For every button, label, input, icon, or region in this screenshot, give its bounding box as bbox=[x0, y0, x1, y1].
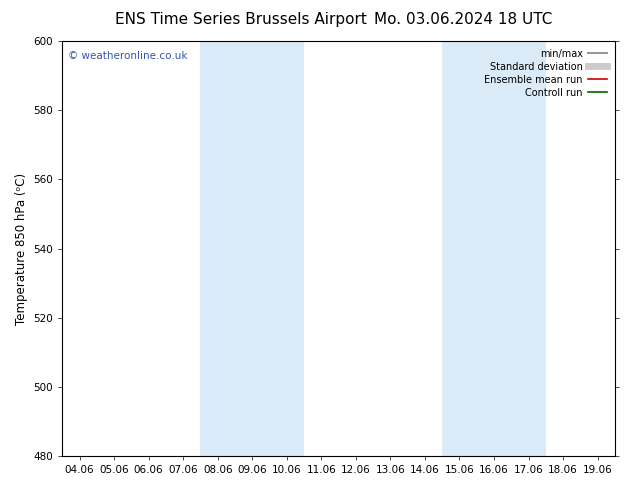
Text: Mo. 03.06.2024 18 UTC: Mo. 03.06.2024 18 UTC bbox=[373, 12, 552, 27]
Bar bbox=[200, 41, 304, 456]
Y-axis label: Temperature 850 hPa (ᵒC): Temperature 850 hPa (ᵒC) bbox=[15, 172, 28, 324]
Legend: min/max, Standard deviation, Ensemble mean run, Controll run: min/max, Standard deviation, Ensemble me… bbox=[481, 46, 610, 100]
Text: © weatheronline.co.uk: © weatheronline.co.uk bbox=[68, 51, 188, 61]
Text: ENS Time Series Brussels Airport: ENS Time Series Brussels Airport bbox=[115, 12, 367, 27]
Bar bbox=[442, 41, 546, 456]
